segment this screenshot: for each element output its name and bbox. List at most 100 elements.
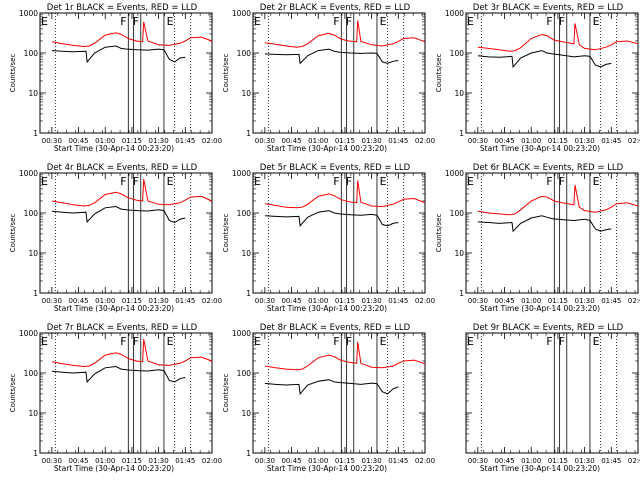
x-tick-label: 01:30 — [362, 457, 382, 465]
lld-rate-line — [264, 180, 426, 209]
x-tick-label: 01:30 — [362, 297, 382, 305]
marker-label: F — [120, 335, 126, 348]
marker-label: E — [593, 175, 600, 188]
marker-label: E — [380, 175, 387, 188]
chart-panel-1: Det 1r BLACK = Events, RED = LLD 1 10 100 10… — [9, 3, 222, 153]
marker-label: E — [593, 335, 600, 348]
y-tick-label: 1000 — [19, 169, 38, 178]
plot-frame — [465, 172, 639, 294]
event-rate-line — [477, 50, 612, 69]
x-tick-label: 00:30 — [42, 457, 62, 465]
x-tick-label: 01:45 — [601, 457, 621, 465]
x-tick-label: 01:00 — [95, 297, 115, 305]
plot-frame — [39, 332, 213, 454]
y-tick-label: 10 — [454, 89, 464, 98]
marker-label: F — [559, 15, 565, 28]
y-axis-label: Counts/sec — [222, 374, 230, 413]
y-tick-label: 100 — [237, 49, 252, 58]
marker-label: F — [333, 175, 339, 188]
marker-label: F — [120, 15, 126, 28]
y-tick-label: 10 — [454, 249, 464, 258]
chart-panel-9: Det 9r BLACK = Events, RED = LLD 00:30 00:… — [465, 323, 640, 473]
x-tick-label: 02:00 — [415, 457, 435, 465]
y-axis-label: Counts/sec — [9, 214, 17, 253]
y-tick-label: 1000 — [19, 329, 38, 338]
x-axis-label: Start Time (30-Apr-14 00:23:20) — [54, 144, 174, 153]
marker-label: F — [346, 335, 352, 348]
x-tick-label: 02:00 — [628, 457, 640, 465]
x-tick-label: 01:15 — [122, 137, 142, 145]
marker-label: F — [133, 175, 139, 188]
lld-rate-line — [51, 21, 213, 48]
chart-title: Det 1r BLACK = Events, RED = LLD — [47, 3, 198, 13]
x-tick-label: 01:15 — [122, 457, 142, 465]
y-axis-label: Counts/sec — [222, 214, 230, 253]
x-tick-label: 01:45 — [601, 297, 621, 305]
marker-label: F — [546, 335, 552, 348]
plot-frame — [252, 172, 426, 294]
x-tick-label: 00:45 — [494, 137, 514, 145]
plot-frame — [252, 332, 426, 454]
x-tick-label: 01:00 — [521, 457, 541, 465]
marker-label: E — [41, 335, 48, 348]
y-tick-label: 10 — [28, 409, 38, 418]
y-axis-label: Counts/sec — [435, 54, 443, 93]
x-tick-label: 00:45 — [494, 457, 514, 465]
chart-title: Det 2r BLACK = Events, RED = LLD — [260, 3, 411, 13]
x-tick-label: 01:45 — [388, 137, 408, 145]
x-tick-label: 00:30 — [255, 457, 275, 465]
x-tick-label: 01:45 — [175, 297, 195, 305]
x-tick-label: 01:30 — [149, 297, 169, 305]
y-tick-label: 100 — [450, 209, 465, 218]
plot-frame — [39, 172, 213, 294]
marker-label: E — [467, 335, 474, 348]
y-axis-label: Counts/sec — [435, 214, 443, 253]
marker-label: F — [120, 175, 126, 188]
x-axis-label: Start Time (30-Apr-14 00:23:20) — [480, 144, 600, 153]
y-tick-label: 1000 — [232, 329, 251, 338]
x-tick-label: 00:30 — [255, 297, 275, 305]
x-tick-label: 01:15 — [335, 457, 355, 465]
marker-label: E — [380, 335, 387, 348]
marker-label: E — [167, 175, 174, 188]
marker-label: F — [546, 175, 552, 188]
marker-label: F — [546, 15, 552, 28]
x-tick-label: 02:00 — [202, 457, 222, 465]
marker-label: E — [593, 15, 600, 28]
x-tick-label: 01:30 — [149, 457, 169, 465]
x-tick-label: 01:00 — [95, 457, 115, 465]
x-tick-label: 01:30 — [575, 457, 595, 465]
y-tick-label: 1 — [33, 129, 38, 138]
y-tick-label: 1 — [246, 289, 251, 298]
x-tick-label: 01:45 — [388, 457, 408, 465]
x-tick-label: 01:15 — [122, 297, 142, 305]
y-tick-label: 1000 — [19, 9, 38, 18]
y-tick-label: 10 — [241, 89, 251, 98]
plot-frame — [465, 332, 639, 454]
marker-label: F — [346, 15, 352, 28]
plot-frame — [465, 12, 639, 134]
x-tick-label: 00:30 — [468, 297, 488, 305]
x-tick-label: 02:00 — [628, 297, 640, 305]
marker-label: E — [380, 15, 387, 28]
chart-title: Det 3r BLACK = Events, RED = LLD — [473, 3, 624, 13]
x-tick-label: 01:15 — [548, 137, 568, 145]
chart-title: Det 5r BLACK = Events, RED = LLD — [260, 163, 411, 173]
marker-label: E — [254, 175, 261, 188]
lld-rate-line — [477, 23, 639, 52]
marker-label: F — [333, 15, 339, 28]
y-axis-label: Counts/sec — [9, 374, 17, 413]
marker-label: E — [254, 15, 261, 28]
y-tick-label: 100 — [24, 369, 39, 378]
y-tick-label: 100 — [237, 209, 252, 218]
event-rate-line — [477, 215, 612, 233]
marker-label: E — [167, 335, 174, 348]
x-tick-label: 00:30 — [42, 137, 62, 145]
x-tick-label: 01:15 — [335, 297, 355, 305]
chart-title: Det 9r BLACK = Events, RED = LLD — [473, 323, 624, 333]
x-tick-label: 00:30 — [42, 297, 62, 305]
x-tick-label: 01:45 — [175, 457, 195, 465]
x-tick-label: 00:30 — [468, 137, 488, 145]
